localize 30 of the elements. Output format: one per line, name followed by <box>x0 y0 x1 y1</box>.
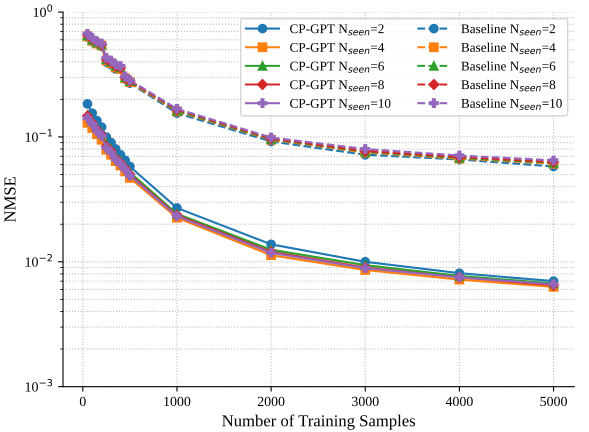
y-tick-label: 10$^{−3}$ <box>26 378 52 392</box>
x-tick-label: 4000 <box>446 396 473 406</box>
y-tick-label: 10$^{−1}$ <box>26 129 52 142</box>
y-tick-label: 10$^{0}$ <box>34 4 52 18</box>
point <box>82 99 92 109</box>
point <box>548 155 558 166</box>
point <box>106 148 116 158</box>
legend-label: Baseline N$_{seen}$=4 <box>461 42 556 54</box>
legend-label: Baseline N$_{seen}$=2 <box>461 24 556 36</box>
legend-label: Baseline N$_{seen}$=6 <box>461 61 556 73</box>
x-tick-label: 5000 <box>540 396 567 406</box>
y-tick-label: 10$^{−2}$ <box>26 254 52 267</box>
x-tick-label: 3000 <box>352 396 379 406</box>
legend-label: Baseline N$_{seen}$=10 <box>461 98 562 110</box>
x-tick-label: 1000 <box>164 396 190 406</box>
legend-label: Baseline N$_{seen}$=8 <box>461 80 556 92</box>
x-tick-label: 2000 <box>258 396 284 406</box>
legend-label: CP-GPT N$_{seen}$=4 <box>290 43 384 54</box>
x-tick-label: 0 <box>80 396 86 406</box>
legend-label: CP-GPT N$_{seen}$=6 <box>290 62 384 73</box>
legend-label: CP-GPT N$_{seen}$=2 <box>290 24 384 36</box>
point <box>82 113 92 123</box>
point <box>454 150 464 160</box>
legend-label: CP-GPT N$_{seen}$=8 <box>290 80 384 92</box>
point <box>360 144 370 154</box>
y-axis-title: NMSE <box>4 177 16 222</box>
x-axis-title: Number of Training Samples <box>222 414 416 430</box>
point <box>87 119 98 129</box>
point <box>96 131 106 141</box>
legend-label: CP-GPT N$_{seen}$=10 <box>290 98 390 110</box>
